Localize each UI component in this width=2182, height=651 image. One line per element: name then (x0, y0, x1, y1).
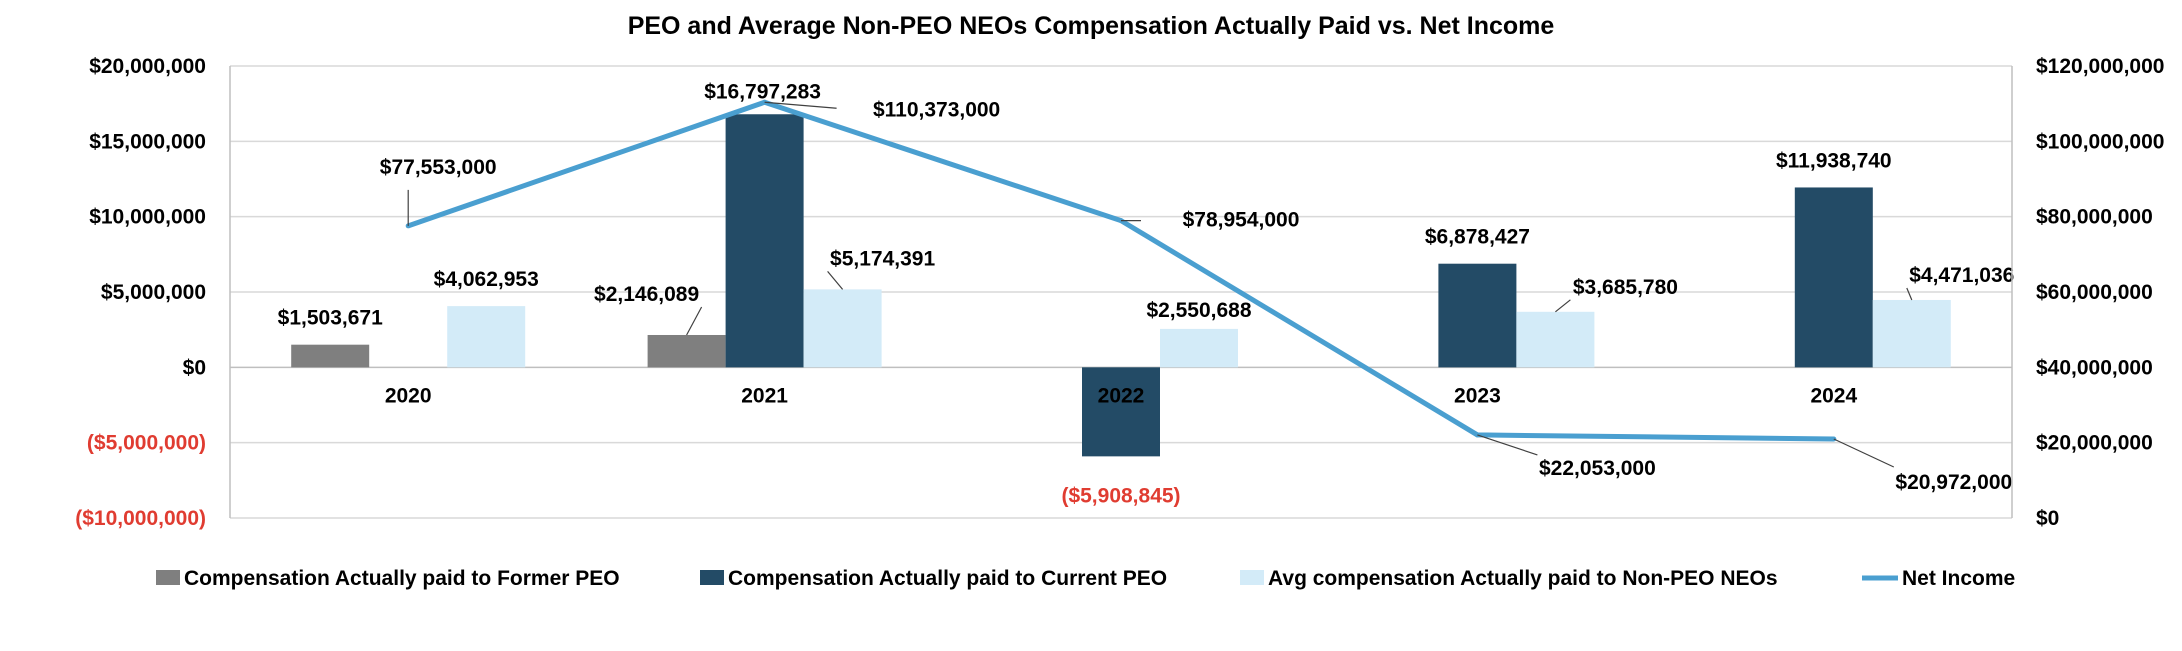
bar-2024-series-1 (1794, 187, 1873, 368)
category-label: 2024 (1810, 384, 1857, 407)
bar-2021-series-0 (647, 334, 726, 368)
label-leader-line (1555, 299, 1571, 313)
right-axis-tick-label: $80,000,000 (2036, 206, 2153, 229)
label-leader-line (827, 270, 844, 290)
net-income-label: $78,954,000 (1183, 209, 1300, 232)
left-axis-tick-label: $0 (183, 356, 206, 379)
category-label: 2022 (1098, 384, 1145, 407)
label-leader-line (1833, 438, 1895, 468)
bar-2023-series-1 (1438, 263, 1517, 368)
data-label: ($5,908,845) (1061, 484, 1180, 507)
label-leader-line (1906, 287, 1913, 301)
left-axis-tick-label: $15,000,000 (89, 130, 206, 153)
net-income-label: $110,373,000 (873, 98, 1000, 121)
data-label: $1,503,671 (278, 307, 383, 330)
left-axis-tick-label: ($5,000,000) (87, 432, 206, 455)
category-label: 2021 (741, 384, 788, 407)
legend-swatch[interactable] (156, 570, 180, 585)
data-label: $5,174,391 (830, 247, 935, 270)
right-axis-tick-label: $0 (2036, 507, 2059, 530)
right-axis-tick-label: $60,000,000 (2036, 281, 2153, 304)
legend-label: Net Income (1902, 567, 2015, 590)
category-label: 2020 (385, 384, 432, 407)
legend-label: Compensation Actually paid to Former PEO (184, 567, 620, 590)
data-label: $4,471,036 (1909, 264, 2014, 287)
label-leader-line (686, 306, 703, 336)
label-leader-line (1477, 434, 1538, 456)
data-label: $3,685,780 (1573, 276, 1678, 299)
data-label: $6,878,427 (1425, 226, 1530, 249)
data-label: $2,146,089 (594, 283, 699, 306)
data-label: $2,550,688 (1146, 299, 1251, 322)
legend-swatch[interactable] (700, 570, 724, 585)
bar-2020-series-0 (291, 344, 370, 368)
legend-label: Avg compensation Actually paid to Non-PE… (1268, 567, 1778, 590)
bar-2020-series-2 (447, 306, 526, 368)
bar-2021-series-1 (725, 114, 804, 368)
bar-2024-series-2 (1872, 299, 1951, 368)
bars (291, 114, 1951, 457)
chart-title: PEO and Average Non-PEO NEOs Compensatio… (628, 12, 1555, 40)
right-axis-tick-label: $40,000,000 (2036, 356, 2153, 379)
category-label: 2023 (1454, 384, 1501, 407)
right-axis: $120,000,000 $100,000,000 $80,000,000 $60,0… (2011, 55, 2164, 530)
data-labels: $1,503,671 $2,146,089 $16,797,283 ($5,908,8… (278, 80, 2015, 507)
left-axis-tick-label: ($10,000,000) (75, 507, 206, 530)
data-label: $11,938,740 (1776, 149, 1892, 172)
net-income-label: $20,972,000 (1895, 471, 2012, 494)
bar-2022-series-2 (1160, 328, 1238, 368)
net-income-label: $77,553,000 (380, 156, 497, 179)
category-labels: 2020 2021 2022 2023 2024 (385, 384, 1858, 407)
label-leader-line (764, 101, 837, 109)
bar-2023-series-2 (1516, 311, 1595, 368)
net-income-label: $22,053,000 (1539, 457, 1656, 480)
bar-2022-series-1 (1082, 367, 1160, 457)
left-axis-tick-label: $5,000,000 (101, 281, 206, 304)
bar-2021-series-2 (803, 289, 882, 368)
data-label: $4,062,953 (434, 268, 539, 291)
right-axis-tick-label: $120,000,000 (2036, 55, 2164, 78)
left-axis-tick-label: $20,000,000 (89, 55, 206, 78)
left-axis-tick-label: $10,000,000 (89, 206, 206, 229)
right-axis-tick-label: $20,000,000 (2036, 432, 2153, 455)
right-axis-tick-label: $100,000,000 (2036, 130, 2164, 153)
legend[interactable]: Compensation Actually paid to Former PEO… (156, 567, 2015, 590)
legend-swatch[interactable] (1240, 570, 1264, 585)
data-label: $16,797,283 (704, 80, 821, 103)
legend-label: Compensation Actually paid to Current PE… (728, 567, 1167, 590)
left-axis: $20,000,000 $15,000,000 $10,000,000 $5,000,… (75, 55, 231, 530)
